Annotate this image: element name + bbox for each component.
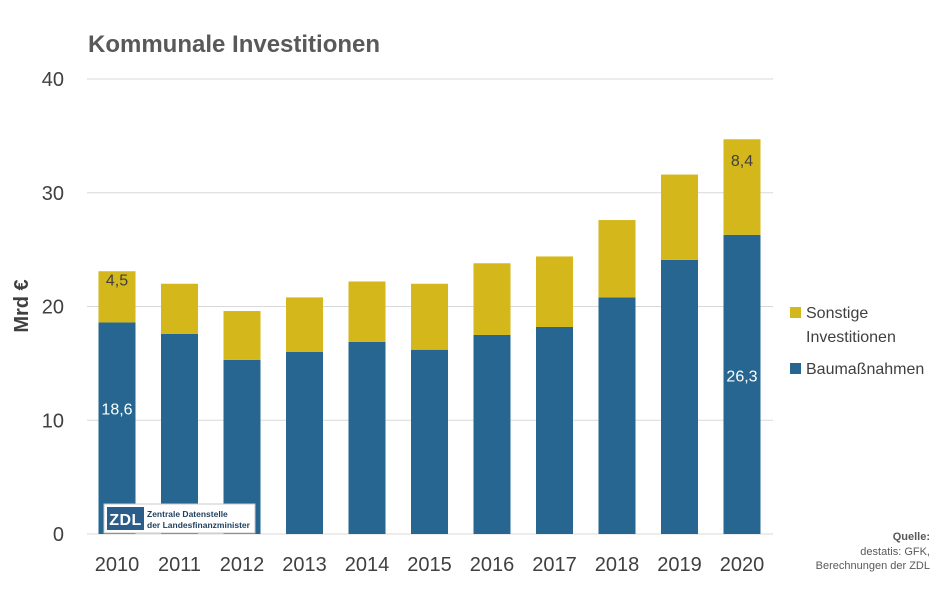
x-tick-label: 2016 [470,554,515,576]
bar-sonstige-2019 [661,174,698,260]
bar-baumassnahmen-2014 [348,341,386,534]
zdl-logo-line2: der Landesfinanzminister [147,520,251,530]
x-tick-label: 2011 [158,554,201,576]
bar-sonstige-2015 [411,283,448,350]
legend-label-baumassnahmen: Baumaßnahmen [806,361,924,378]
zdl-logo-line1: Zentrale Datenstelle [147,509,228,519]
x-tick-label: 2020 [720,554,765,576]
bar-baumassnahmen-2013 [286,352,323,534]
bar-baumassnahmen-2016 [473,334,511,534]
y-tick-label: 20 [42,297,64,319]
legend-swatch-baumassnahmen [790,363,801,374]
legend-swatch-sonstige [790,307,801,318]
data-label: 18,6 [101,402,132,419]
x-tick-label: 2013 [282,554,327,576]
source-heading: Quelle: [893,531,930,543]
bar-baumassnahmen-2020 [723,234,761,534]
x-tick-label: 2010 [95,554,140,576]
bar-sonstige-2010 [98,271,136,323]
data-label: 26,3 [726,369,757,386]
source-line: Berechnungen der ZDL [816,560,930,572]
y-tick-label: 30 [42,183,64,205]
y-tick-label: 10 [42,410,64,432]
zdl-logo-mark: ZDL [109,512,142,529]
x-tick-label: 2019 [657,554,702,576]
bar-baumassnahmen-2017 [536,326,573,534]
bar-sonstige-2011 [161,283,198,334]
x-tick-label: 2017 [532,554,577,576]
x-tick-label: 2014 [345,554,390,576]
bar-baumassnahmen-2015 [411,349,448,534]
bar-sonstige-2012 [223,311,261,360]
zdl-logo-mark-bg [107,507,144,530]
bar-baumassnahmen-2019 [661,259,698,534]
bar-sonstige-2016 [473,263,511,335]
chart-title: Kommunale Investitionen [88,31,380,58]
source-line: destatis: GFK, [860,546,930,558]
legend-label-sonstige-line2: Investitionen [806,329,896,346]
bar-baumassnahmen-2010 [98,322,136,534]
x-tick-label: 2018 [595,554,640,576]
legend-label-sonstige-line1: Sonstige [806,305,868,322]
y-axis-label: Mrd € [11,279,33,332]
data-label: 4,5 [106,273,128,290]
bar-sonstige-2014 [348,281,386,342]
bar-sonstige-2017 [536,256,573,327]
bar-baumassnahmen-2018 [598,297,636,534]
bar-sonstige-2013 [286,297,323,352]
y-tick-label: 40 [42,69,64,91]
bar-sonstige-2020 [723,139,761,235]
x-tick-label: 2015 [407,554,452,576]
bar-baumassnahmen-2011 [161,333,198,534]
y-tick-label: 0 [53,524,64,546]
x-tick-label: 2012 [220,554,265,576]
bar-sonstige-2018 [598,220,636,298]
data-label: 8,4 [731,153,753,170]
